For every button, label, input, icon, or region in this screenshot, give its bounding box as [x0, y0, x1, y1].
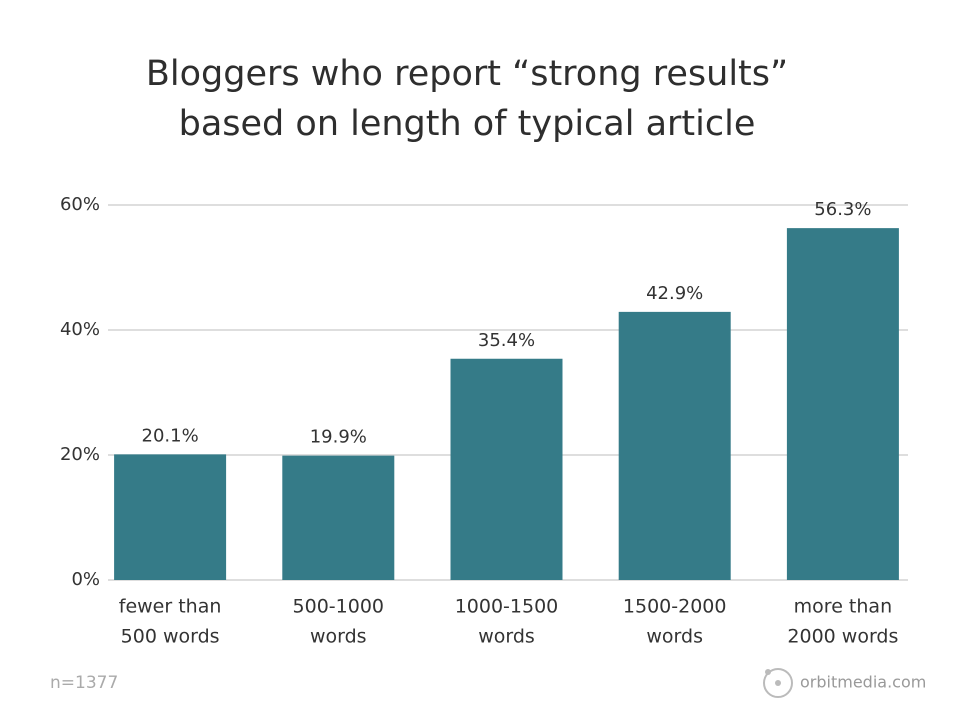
y-tick-label: 0% [71, 569, 100, 590]
x-tick-label: 2000 words [787, 626, 898, 648]
x-tick-label: 500 words [121, 626, 220, 648]
logo-icon [775, 680, 781, 686]
x-tick-label: 500-1000 [293, 596, 384, 618]
x-tick-label: fewer than [119, 596, 222, 618]
y-tick-label: 20% [60, 444, 100, 465]
value-label: 42.9% [646, 283, 703, 304]
chart-title: based on length of typical article [179, 104, 756, 144]
logo-text: orbitmedia.com [800, 673, 926, 692]
value-label: 56.3% [814, 199, 871, 220]
value-label: 20.1% [142, 425, 199, 446]
x-tick-label: 1500-2000 [623, 596, 727, 618]
y-tick-label: 40% [60, 319, 100, 340]
x-tick-label: words [478, 626, 535, 648]
bar [786, 228, 899, 580]
chart-title: Bloggers who report “strong results” [146, 54, 788, 94]
sample-note: n=1377 [50, 673, 118, 693]
x-tick-label: words [646, 626, 703, 648]
value-label: 19.9% [310, 427, 367, 448]
bar [450, 358, 563, 580]
y-tick-label: 60% [60, 194, 100, 215]
logo: orbitmedia.com [763, 668, 926, 698]
x-tick-label: more than [794, 596, 892, 618]
x-tick-label: words [310, 626, 367, 648]
bar [114, 454, 227, 580]
bar [282, 455, 395, 580]
bar [618, 311, 731, 580]
logo-icon [763, 668, 793, 698]
logo-icon [765, 669, 771, 675]
value-label: 35.4% [478, 330, 535, 351]
x-tick-label: 1000-1500 [455, 596, 559, 618]
